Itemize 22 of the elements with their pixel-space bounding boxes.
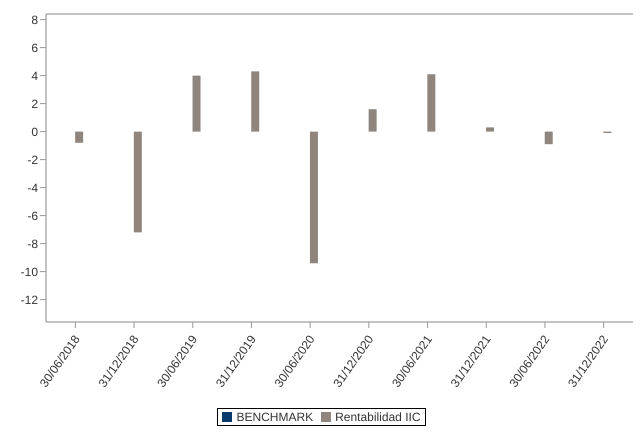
y-tick-label: 0: [31, 124, 38, 139]
y-tick-label: 2: [31, 96, 38, 111]
bar: [368, 109, 377, 132]
y-tick-label: 6: [31, 40, 38, 55]
bar: [192, 76, 201, 132]
y-tick-label: -4: [27, 180, 38, 195]
bar: [486, 127, 494, 132]
bar: [75, 132, 84, 143]
y-tick-label: 4: [31, 68, 38, 83]
y-tick-label: 8: [31, 12, 38, 27]
bar: [427, 74, 436, 132]
y-tick-label: -12: [20, 292, 38, 307]
y-tick-label: -10: [20, 264, 38, 279]
y-tick-label: -6: [27, 208, 38, 223]
y-tick-label: -2: [27, 152, 38, 167]
legend-label: Rentabilidad IIC: [334, 410, 421, 424]
legend-label: BENCHMARK: [235, 410, 314, 424]
bar: [310, 132, 318, 264]
bar: [134, 132, 142, 232]
bar: [251, 71, 260, 132]
y-tick-label: -8: [27, 236, 38, 251]
bar: [544, 132, 553, 144]
